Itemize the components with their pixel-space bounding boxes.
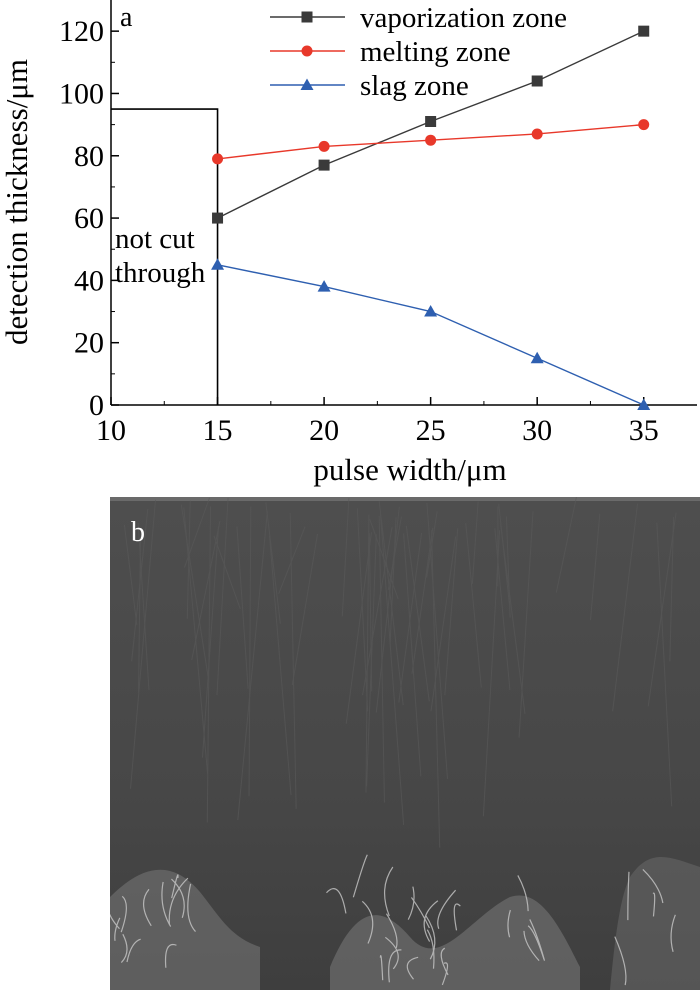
y-tick-label: 0 bbox=[89, 389, 104, 422]
data-point bbox=[531, 75, 543, 87]
y-tick-label: 40 bbox=[74, 264, 104, 297]
data-point bbox=[637, 398, 651, 410]
data-point bbox=[318, 159, 330, 171]
data-point bbox=[211, 258, 225, 270]
data-point bbox=[425, 116, 437, 127]
y-tick-label: 80 bbox=[74, 140, 104, 173]
data-point bbox=[530, 351, 544, 364]
chart-series bbox=[211, 25, 651, 410]
annotation-text: not cut bbox=[115, 223, 195, 255]
annotation-text: through bbox=[115, 257, 206, 289]
x-tick-label: 15 bbox=[203, 414, 233, 447]
legend-label: melting zone bbox=[360, 36, 511, 68]
data-point bbox=[212, 212, 224, 224]
not-cut-through-boundary bbox=[111, 108, 219, 405]
chart-axes: 10 15 20 25 30 35 0 20 40 60 80 100 120 bbox=[59, 0, 697, 447]
data-point bbox=[300, 78, 314, 90]
y-tick-label: 20 bbox=[74, 327, 104, 360]
data-point bbox=[301, 11, 313, 23]
y-tick-label: 60 bbox=[74, 202, 104, 235]
x-axis-label: pulse width/μm bbox=[313, 452, 506, 487]
y-axis-label: detection thickness/μm bbox=[0, 59, 34, 345]
x-tick-label: 30 bbox=[522, 414, 552, 447]
data-point bbox=[638, 25, 650, 37]
data-point bbox=[424, 305, 438, 317]
series-melting-zone bbox=[212, 119, 650, 165]
legend-entry: vaporization zone bbox=[270, 2, 567, 34]
legend-entry: melting zone bbox=[270, 36, 511, 68]
legend-label: vaporization zone bbox=[360, 2, 567, 34]
x-tick-label: 10 bbox=[96, 414, 126, 447]
x-tick-label: 25 bbox=[416, 414, 446, 447]
y-tick-label: 100 bbox=[59, 77, 104, 110]
legend-entry: slag zone bbox=[270, 70, 469, 102]
data-point bbox=[638, 119, 650, 131]
legend-label: slag zone bbox=[360, 70, 469, 102]
series-line bbox=[217, 264, 645, 406]
panel-label-b: b bbox=[131, 517, 145, 548]
x-tick-label: 20 bbox=[309, 414, 339, 447]
sem-micrograph-image bbox=[110, 497, 700, 990]
x-tick-label: 35 bbox=[629, 414, 659, 447]
data-point bbox=[531, 128, 543, 140]
series-slag-zone bbox=[211, 258, 651, 410]
data-point bbox=[425, 134, 437, 146]
line-chart: 10 15 20 25 30 35 0 20 40 60 80 100 120 not cutthrou… bbox=[0, 0, 697, 487]
series-vaporization-zone bbox=[212, 25, 650, 224]
data-point bbox=[301, 45, 313, 57]
data-point bbox=[318, 140, 330, 152]
data-point bbox=[212, 153, 224, 165]
y-tick-label: 120 bbox=[59, 15, 104, 48]
panel-label-a: a bbox=[120, 2, 133, 33]
data-point bbox=[317, 280, 331, 292]
